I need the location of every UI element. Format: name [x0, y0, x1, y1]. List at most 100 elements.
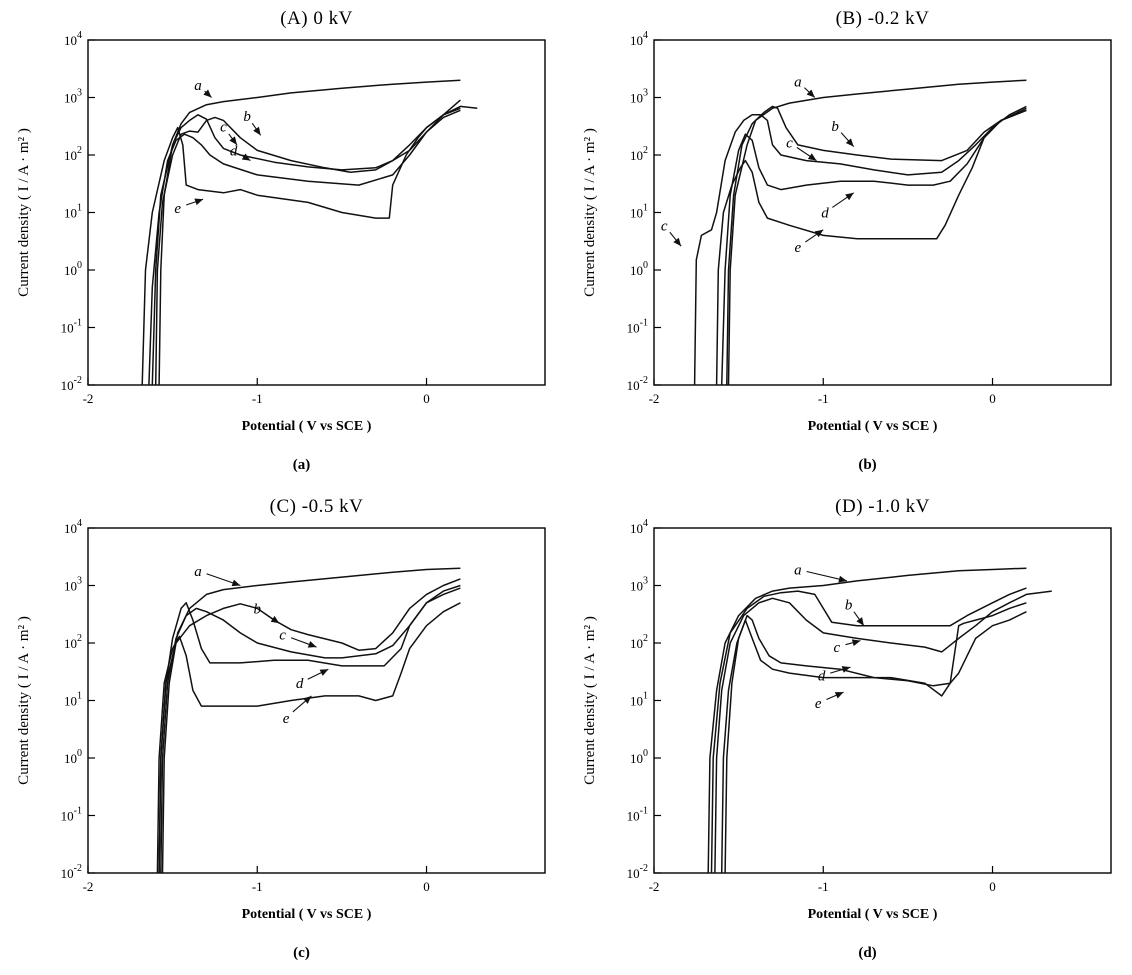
series-line-b [710, 587, 1027, 873]
chart-title: (A) 0 kV [280, 8, 353, 29]
pointer-arrowhead-b [845, 138, 854, 147]
series-label-b: b [243, 109, 251, 125]
panel-caption: (a) [293, 457, 311, 473]
y-tick-label: 104 [630, 30, 648, 48]
y-axis-label: Current density ( I / A · m² ) [582, 616, 598, 785]
y-tick-label: 100 [64, 260, 82, 278]
panel-caption: (b) [858, 457, 876, 473]
pointer-arrowhead-d [845, 192, 854, 201]
x-tick-label: -2 [83, 391, 94, 406]
chart-title: (C) -0.5 kV [270, 496, 364, 517]
series-label-c: c [661, 218, 668, 234]
pointer-arrowhead-e [814, 229, 824, 238]
x-axis-label: Potential ( V vs SCE ) [808, 419, 938, 434]
pointer-arrowhead-d [841, 666, 851, 673]
series-line-b [154, 99, 461, 385]
chart-svg-a: (A) 0 kV -2 -1 0 10-2 10-1 100 101 102 103 104 Pote… [16, 8, 546, 473]
pointer-arrowhead-b [856, 617, 864, 626]
y-tick-label: 10-1 [627, 806, 648, 824]
y-tick-label: 102 [630, 145, 648, 163]
pointer-arrowhead-b [270, 615, 280, 624]
pointer-arrowhead-a [806, 89, 815, 98]
series-label-e: e [174, 201, 181, 217]
y-tick-label: 10-2 [627, 375, 648, 393]
x-tick-label: -1 [252, 391, 263, 406]
series-line-e [715, 109, 1027, 385]
x-tick-label: -2 [83, 879, 94, 894]
series-label-b: b [845, 597, 853, 613]
y-tick-label: 100 [630, 748, 648, 766]
series-label-a: a [794, 74, 802, 90]
series-line-c [693, 105, 1027, 385]
y-tick-label: 103 [64, 576, 82, 594]
y-tick-label: 102 [630, 633, 648, 651]
y-tick-label: 103 [630, 88, 648, 106]
y-tick-label: 102 [64, 145, 82, 163]
series-label-b: b [831, 119, 839, 135]
x-tick-label: -1 [818, 391, 829, 406]
y-tick-label: 101 [630, 691, 648, 709]
series-label-c: c [220, 120, 227, 136]
series-label-c: c [786, 135, 793, 151]
chart-title: (B) -0.2 kV [836, 8, 930, 29]
series-label-d: d [296, 676, 304, 692]
y-tick-label: 10-1 [61, 318, 82, 336]
panel-caption: (d) [858, 945, 876, 961]
y-tick-label: 103 [64, 88, 82, 106]
chart-panel-c: (C) -0.5 kV -2 -1 0 10-2 10-1 100 101 102 103 104 P… [0, 488, 566, 975]
chart-svg-c: (C) -0.5 kV -2 -1 0 10-2 10-1 100 101 102 103 104 P… [16, 496, 546, 961]
series-line-d [720, 109, 1027, 385]
series-line-d [158, 584, 461, 873]
x-tick-label: 0 [989, 391, 996, 406]
x-tick-label: 0 [989, 879, 996, 894]
series-label-d: d [230, 143, 238, 159]
x-axis-label: Potential ( V vs SCE ) [242, 419, 372, 434]
series-label-c: c [279, 628, 286, 644]
y-tick-label: 100 [64, 748, 82, 766]
y-tick-label: 10-2 [61, 863, 82, 881]
series-line-b [158, 578, 461, 873]
series-line-c [160, 587, 461, 873]
series-label-e: e [283, 711, 290, 727]
series-label-a: a [794, 562, 802, 578]
series-line-a [158, 79, 461, 385]
pointer-arrowhead-e [834, 692, 844, 699]
series-line-b [726, 105, 1027, 385]
series-line-e [156, 602, 461, 873]
y-tick-label: 100 [630, 260, 648, 278]
series-line-a [161, 567, 461, 873]
pointer-arrowhead-e [303, 695, 312, 704]
y-axis-label: Current density ( I / A · m² ) [582, 128, 598, 297]
y-tick-label: 10-2 [61, 375, 82, 393]
series-line-e [720, 602, 1027, 873]
series-line-c [151, 105, 478, 385]
y-tick-label: 104 [630, 518, 648, 536]
series-label-b: b [254, 601, 262, 617]
series-label-e: e [815, 696, 822, 712]
x-axis-label: Potential ( V vs SCE ) [242, 907, 372, 922]
x-tick-label: -1 [818, 879, 829, 894]
pointer-arrowhead-a [838, 575, 847, 583]
y-tick-label: 101 [64, 691, 82, 709]
pointer-arrowhead-b [253, 126, 261, 136]
pointer-arrowhead-c [229, 136, 237, 145]
series-line-d [724, 611, 1027, 873]
chart-panel-d: (D) -1.0 kV -2 -1 0 10-2 10-1 100 101 102 103 104 P… [566, 488, 1132, 975]
x-tick-label: 0 [423, 391, 430, 406]
pointer-arrowhead-e [194, 198, 204, 206]
series-line-d [148, 109, 461, 385]
chart-panel-b: (B) -0.2 kV -2 -1 0 10-2 10-1 100 101 102 103 104 P… [566, 0, 1132, 487]
panel-caption: (c) [293, 945, 310, 961]
x-tick-label: -1 [252, 879, 263, 894]
series-line-a [707, 567, 1027, 873]
x-tick-label: 0 [423, 879, 430, 894]
pointer-arrowhead-d [319, 669, 329, 676]
y-tick-label: 104 [64, 518, 82, 536]
y-axis-label: Current density ( I / A · m² ) [16, 616, 32, 785]
series-label-a: a [194, 78, 202, 94]
chart-svg-b: (B) -0.2 kV -2 -1 0 10-2 10-1 100 101 102 103 104 P… [582, 8, 1112, 473]
y-tick-label: 104 [64, 30, 82, 48]
series-label-e: e [795, 240, 802, 256]
pointer-arrowhead-d [241, 153, 251, 161]
pointer-arrowhead-c [673, 237, 682, 247]
